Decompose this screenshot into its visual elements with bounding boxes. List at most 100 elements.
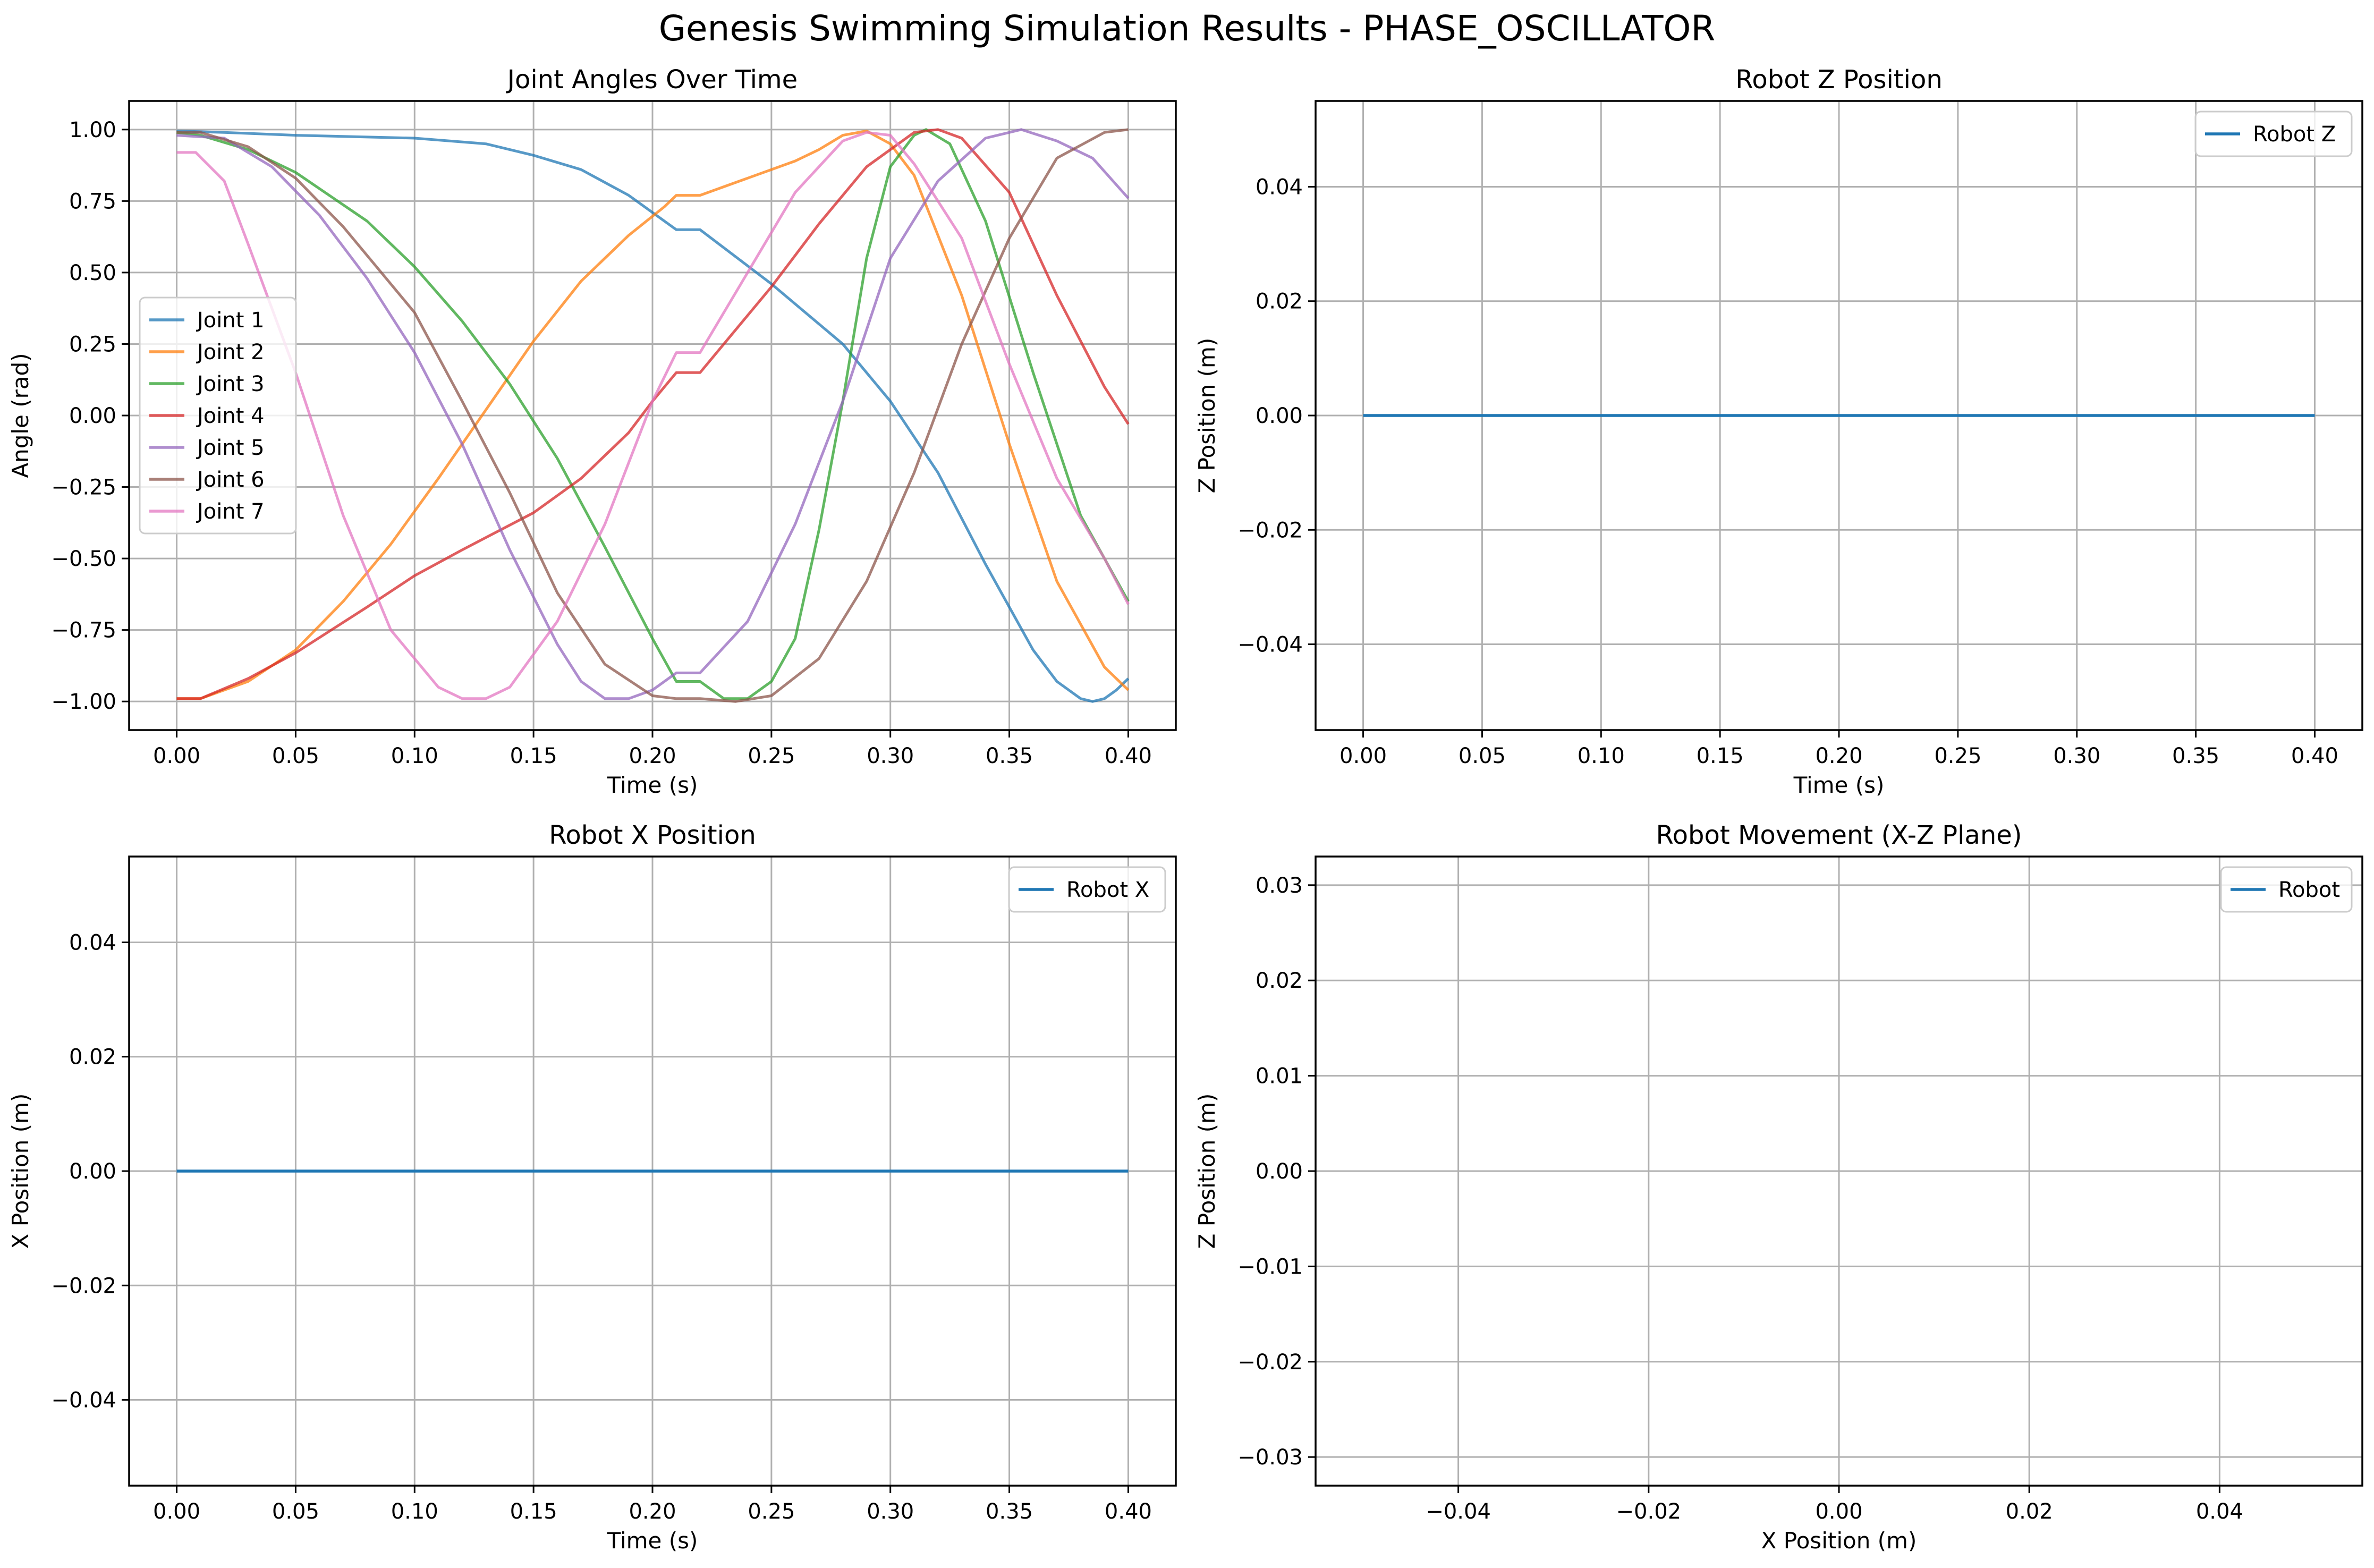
legend-label: Robot Z <box>2253 122 2336 147</box>
x-tick-label: 0.15 <box>510 1499 557 1524</box>
x-tick-label: 0.00 <box>1339 744 1387 768</box>
legend-label: Robot <box>2278 878 2340 902</box>
x-axis-label: X Position (m) <box>1761 1528 1917 1554</box>
y-tick-label: 0.25 <box>69 332 116 357</box>
y-tick-label: −1.00 <box>51 690 116 714</box>
legend-label: Joint 6 <box>196 468 265 492</box>
y-tick-label: 1.00 <box>69 118 116 142</box>
y-tick-label: −0.02 <box>1237 518 1303 543</box>
y-tick-label: 0.03 <box>1256 874 1303 898</box>
x-tick-label: 0.00 <box>153 1499 200 1524</box>
chart-joint-angles: Joint Angles Over Time 0.00 0.05 0.10 0.15 0.… <box>7 65 1177 798</box>
legend-label: Joint 5 <box>196 436 265 460</box>
series-line-5 <box>176 128 1130 700</box>
x-tick-label: 0.25 <box>748 1499 795 1524</box>
y-axis-label: Z Position (m) <box>1194 338 1220 494</box>
x-tick-label: 0.00 <box>1815 1499 1862 1524</box>
y-tick-label: 0.00 <box>69 1159 116 1184</box>
x-tick-label: 0.02 <box>2006 1499 2053 1524</box>
legend-label: Joint 4 <box>196 404 265 428</box>
y-tick-label: 0.01 <box>1256 1064 1303 1089</box>
x-tick-label: 0.35 <box>2172 744 2219 768</box>
x-tick-label: 0.25 <box>1934 744 1981 768</box>
chart-robot-movement: Robot Movement (X-Z Plane) −0.04 −0.02 0.00… <box>1194 820 2363 1554</box>
x-tick-label: 0.40 <box>2291 744 2338 768</box>
x-tick-label: 0.20 <box>1815 744 1862 768</box>
legend-label: Robot X <box>1066 878 1149 902</box>
legend: Robot X <box>1008 866 1166 913</box>
x-axis-label: Time (s) <box>1793 772 1885 798</box>
series-line-2 <box>176 130 1130 700</box>
y-tick-label: 0.04 <box>69 930 116 955</box>
x-tick-label: 0.20 <box>629 744 676 768</box>
y-tick-label: 0.75 <box>69 189 116 214</box>
y-tick-label: 0.04 <box>1256 175 1303 199</box>
x-tick-label: 0.10 <box>1578 744 1625 768</box>
x-axis-label: Time (s) <box>607 1528 698 1554</box>
y-tick-label: −0.75 <box>51 618 116 643</box>
x-tick-label: 0.40 <box>1105 744 1152 768</box>
legend-label: Joint 1 <box>196 308 265 333</box>
legend-box <box>2220 866 2353 913</box>
series-line-7 <box>176 131 1130 700</box>
x-tick-label: 0.15 <box>1697 744 1744 768</box>
x-tick-label: 0.40 <box>1105 1499 1152 1524</box>
x-tick-label: −0.04 <box>1426 1499 1491 1524</box>
x-tick-label: 0.05 <box>1459 744 1506 768</box>
x-tick-label: 0.35 <box>986 744 1033 768</box>
y-tick-label: 0.02 <box>1256 290 1303 314</box>
x-tick-label: 0.30 <box>867 744 914 768</box>
figure-title: Genesis Swimming Simulation Results - PH… <box>659 8 1716 49</box>
x-axis-label: Time (s) <box>607 772 698 798</box>
legend: Robot <box>2220 866 2353 913</box>
series-line-4 <box>176 128 1130 700</box>
x-tick-label: 0.05 <box>272 1499 319 1524</box>
chart-title: Robot X Position <box>549 820 756 850</box>
x-tick-label: 0.15 <box>510 744 557 768</box>
legend-box <box>139 296 297 535</box>
chart-title: Robot Z Position <box>1735 65 1943 95</box>
series-line-3 <box>176 128 1130 700</box>
y-tick-label: −0.02 <box>51 1274 116 1298</box>
y-tick-label: −0.03 <box>1237 1445 1303 1470</box>
x-tick-label: 0.05 <box>272 744 319 768</box>
y-tick-label: 0.00 <box>69 404 116 428</box>
y-axis-label: Z Position (m) <box>1194 1094 1220 1249</box>
legend-label: Joint 7 <box>196 499 265 524</box>
y-tick-label: 0.50 <box>69 261 116 285</box>
y-tick-label: 0.00 <box>1256 404 1303 428</box>
chart-title: Joint Angles Over Time <box>506 65 798 95</box>
legend-box <box>2194 111 2353 157</box>
y-axis-label: X Position (m) <box>7 1094 33 1249</box>
x-tick-label: 0.30 <box>2053 744 2100 768</box>
x-tick-label: 0.10 <box>391 1499 438 1524</box>
y-tick-label: −0.04 <box>51 1388 116 1413</box>
y-tick-label: 0.02 <box>69 1045 116 1070</box>
x-tick-label: 0.35 <box>986 1499 1033 1524</box>
x-tick-label: −0.02 <box>1616 1499 1682 1524</box>
legend: Robot Z <box>2194 111 2353 157</box>
series-line-1 <box>176 130 1130 703</box>
y-tick-label: −0.02 <box>1237 1350 1303 1375</box>
y-tick-label: −0.50 <box>51 547 116 571</box>
series-line-6 <box>176 128 1129 703</box>
y-tick-label: −0.01 <box>1237 1255 1303 1279</box>
legend: Joint 1 Joint 2 Joint 3 Joint 4 Joint 5 Joint… <box>139 296 297 535</box>
x-tick-label: 0.10 <box>391 744 438 768</box>
x-tick-label: 0.25 <box>748 744 795 768</box>
chart-robot-x: Robot X Position 0.00 0.05 0.10 0.15 0.20 0.25… <box>7 820 1177 1554</box>
x-tick-label: 0.30 <box>867 1499 914 1524</box>
y-tick-label: −0.25 <box>51 476 116 500</box>
x-tick-label: 0.04 <box>2196 1499 2243 1524</box>
y-axis-label: Angle (rad) <box>7 353 33 478</box>
legend-box <box>1008 866 1166 913</box>
x-tick-label: 0.00 <box>153 744 200 768</box>
y-tick-label: 0.02 <box>1256 969 1303 993</box>
y-tick-label: −0.04 <box>1237 633 1303 657</box>
plot-area: Joint Angles Over Time 0.00 0.05 0.10 0.15 0.… <box>7 65 2363 1554</box>
chart-title: Robot Movement (X-Z Plane) <box>1656 820 2022 850</box>
y-tick-label: 0.00 <box>1256 1159 1303 1184</box>
legend-label: Joint 3 <box>196 372 265 396</box>
